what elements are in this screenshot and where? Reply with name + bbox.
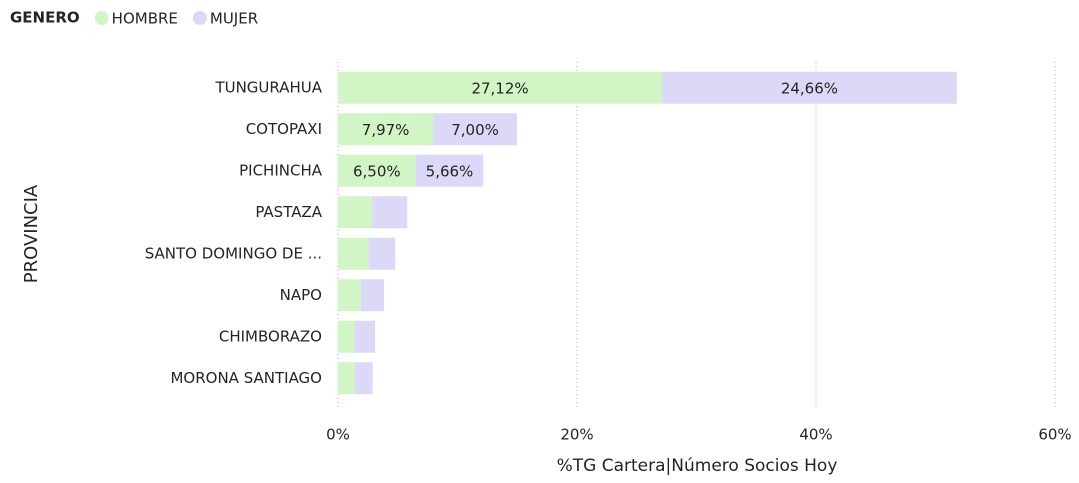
bar-segment — [662, 71, 957, 104]
data-label: 24,66% — [781, 79, 838, 97]
x-tick-label: 60% — [1038, 426, 1071, 444]
data-label: 6,50% — [353, 162, 401, 180]
bar-segment — [338, 71, 663, 104]
bar-segment — [360, 279, 385, 312]
bar-segment — [338, 320, 355, 353]
bar-segment — [338, 237, 370, 270]
bar-segment — [354, 320, 376, 353]
data-label: 7,00% — [451, 121, 499, 139]
bar-segment — [369, 237, 396, 270]
bar-segment — [338, 279, 361, 312]
x-axis-title: %TG Cartera|Número Socios Hoy — [557, 456, 838, 476]
y-tick-label: PICHINCHA — [239, 161, 323, 179]
x-tick-label: 40% — [799, 426, 832, 444]
y-tick-label: CHIMBORAZO — [219, 327, 322, 345]
x-tick-label: 0% — [326, 426, 350, 444]
bar-segment — [415, 154, 484, 187]
y-axis-title: PROVINCIA — [21, 184, 42, 283]
legend-title: GENERO — [10, 9, 80, 27]
data-label: 27,12% — [471, 79, 528, 97]
legend-swatch — [94, 11, 109, 25]
y-tick-label: NAPO — [280, 286, 322, 304]
bar-segment — [338, 113, 434, 146]
bar-segment — [372, 196, 408, 229]
bar-segment — [433, 113, 517, 146]
legend-swatch — [192, 11, 207, 25]
bar-segment — [354, 362, 373, 395]
y-tick-label: MORONA SANTIAGO — [170, 369, 322, 387]
y-tick-label: COTOPAXI — [246, 120, 322, 138]
x-tick-label: 20% — [560, 426, 593, 444]
y-tick-label: TUNGURAHUA — [214, 78, 322, 96]
bar-segment — [338, 362, 355, 395]
legend-label: HOMBRE — [112, 10, 178, 28]
legend-label: MUJER — [210, 10, 258, 28]
data-label: 7,97% — [362, 121, 410, 139]
data-label: 5,66% — [426, 162, 474, 180]
bar-segment — [338, 196, 373, 229]
y-tick-label: PASTAZA — [255, 203, 322, 221]
y-tick-label: SANTO DOMINGO DE ... — [145, 244, 322, 262]
bar-segment — [338, 154, 416, 187]
